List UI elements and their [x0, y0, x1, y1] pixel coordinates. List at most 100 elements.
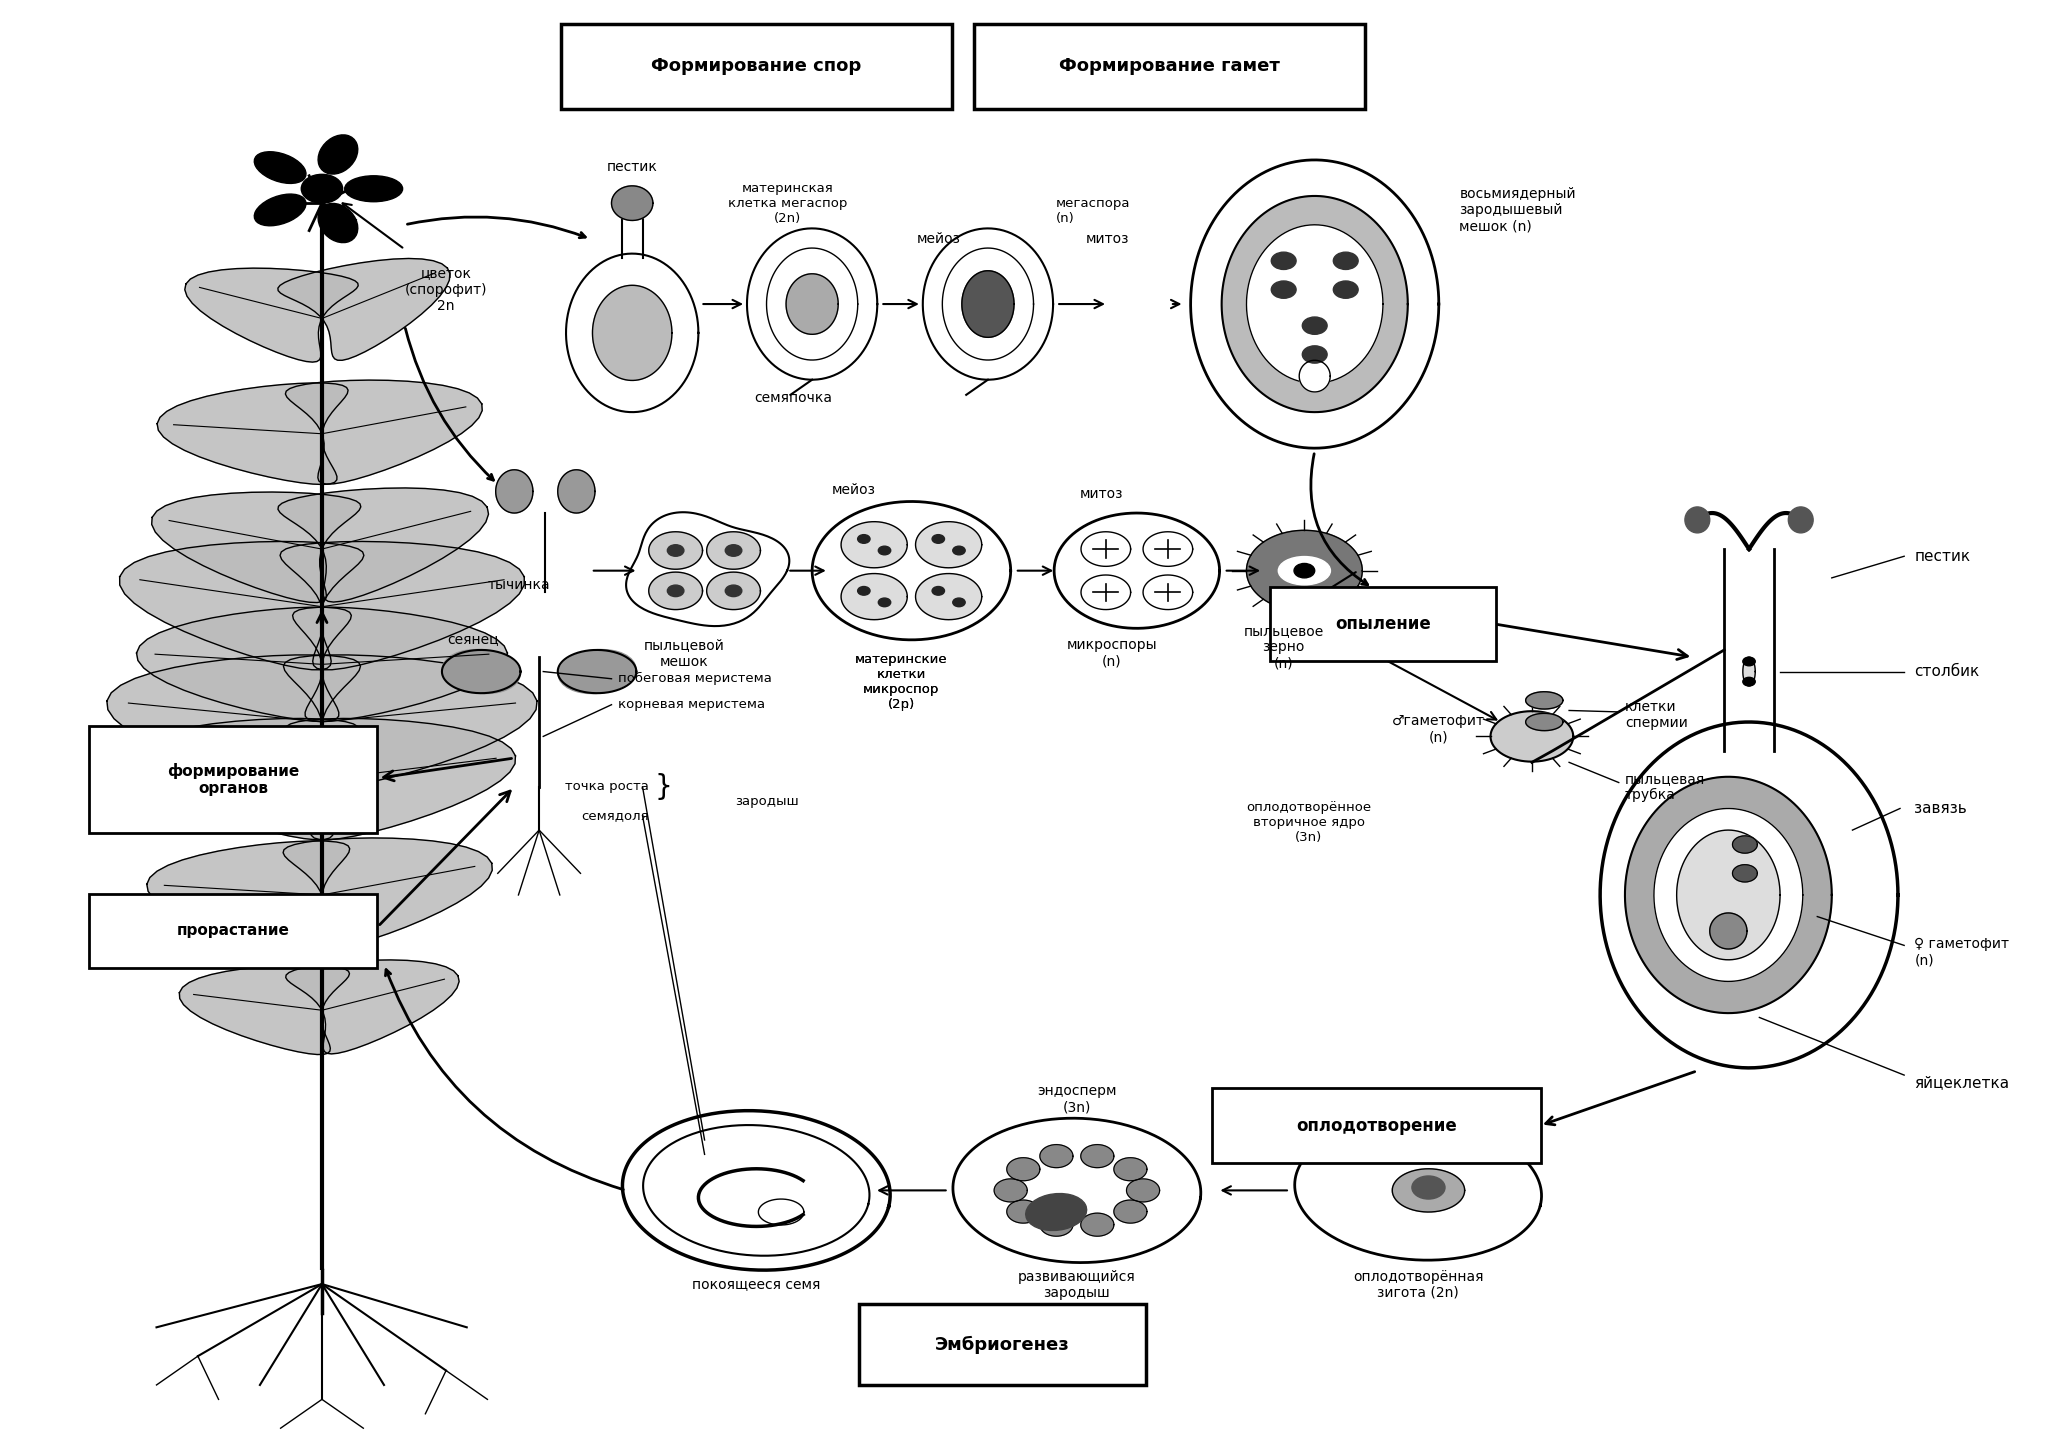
Text: пыльцевой
мешок: пыльцевой мешок [644, 638, 725, 669]
Polygon shape [278, 258, 449, 361]
Text: развивающийся
зародыш: развивающийся зародыш [1019, 1269, 1135, 1300]
Text: сеянец: сеянец [447, 631, 499, 645]
Polygon shape [1678, 830, 1781, 960]
Text: Формирование гамет: Формирование гамет [1060, 58, 1280, 75]
Polygon shape [592, 286, 671, 380]
Polygon shape [953, 1118, 1201, 1262]
Circle shape [1081, 575, 1131, 609]
Circle shape [1081, 1145, 1114, 1168]
Circle shape [1007, 1158, 1040, 1181]
Circle shape [1303, 318, 1328, 335]
FancyBboxPatch shape [1270, 586, 1495, 661]
Polygon shape [128, 719, 360, 840]
Text: материнская
клетка мегаспор
(2n): материнская клетка мегаспор (2n) [727, 182, 847, 225]
FancyBboxPatch shape [89, 894, 377, 969]
Ellipse shape [1789, 507, 1812, 533]
Circle shape [1272, 282, 1296, 299]
Polygon shape [787, 274, 839, 335]
Text: оплодотворённое
вторичное ядро
(3n): оплодотворённое вторичное ядро (3n) [1247, 801, 1371, 845]
Ellipse shape [344, 176, 402, 202]
Text: мейоз: мейоз [830, 484, 876, 497]
Polygon shape [565, 254, 698, 412]
Text: точка роста: точка роста [565, 780, 648, 793]
Polygon shape [1247, 225, 1383, 383]
Polygon shape [157, 383, 348, 485]
Polygon shape [623, 1110, 891, 1271]
Circle shape [648, 572, 702, 609]
Text: ♀ гаметофит
(n): ♀ гаметофит (n) [1914, 937, 2009, 967]
Circle shape [841, 521, 907, 567]
Text: клетки
спермии: клетки спермии [1626, 700, 1688, 729]
Text: мейоз: мейоз [915, 232, 961, 247]
Polygon shape [644, 1125, 870, 1256]
Polygon shape [1191, 160, 1439, 448]
Ellipse shape [1278, 556, 1330, 585]
Circle shape [1247, 530, 1363, 611]
Circle shape [841, 573, 907, 619]
Polygon shape [284, 838, 493, 949]
Circle shape [667, 585, 683, 596]
Ellipse shape [559, 650, 636, 693]
Text: покоящееся семя: покоящееся семя [692, 1276, 820, 1291]
Ellipse shape [255, 193, 307, 225]
Circle shape [857, 534, 870, 543]
Text: оплодотворение: оплодотворение [1296, 1116, 1458, 1135]
Polygon shape [625, 513, 789, 627]
Circle shape [878, 546, 891, 554]
Circle shape [1744, 657, 1756, 666]
Text: микроспоры
(n): микроспоры (n) [1067, 638, 1158, 669]
Polygon shape [1294, 1121, 1541, 1261]
Text: цветок
(спорофит)
2n: цветок (спорофит) 2n [404, 267, 487, 313]
Circle shape [1007, 1200, 1040, 1223]
Polygon shape [280, 542, 524, 670]
Text: Эмбриогенез: Эмбриогенез [934, 1336, 1071, 1353]
Circle shape [1081, 1213, 1114, 1236]
FancyBboxPatch shape [89, 726, 377, 833]
Circle shape [1334, 282, 1359, 299]
Circle shape [857, 586, 870, 595]
Circle shape [300, 175, 342, 204]
Text: оплодотворённая
зигота (2n): оплодотворённая зигота (2n) [1352, 1269, 1483, 1300]
Polygon shape [611, 186, 652, 221]
Circle shape [1744, 677, 1756, 686]
Circle shape [953, 546, 965, 554]
Circle shape [1303, 347, 1328, 362]
Ellipse shape [495, 469, 532, 513]
Polygon shape [284, 719, 516, 840]
Polygon shape [1725, 549, 1775, 736]
Text: материнские
клетки
микроспор
(2n): материнские клетки микроспор (2n) [855, 653, 946, 710]
Polygon shape [120, 542, 364, 670]
Ellipse shape [319, 204, 358, 243]
Circle shape [915, 573, 982, 619]
Circle shape [932, 586, 944, 595]
Ellipse shape [1686, 507, 1711, 533]
Polygon shape [286, 960, 460, 1054]
Polygon shape [1601, 722, 1897, 1069]
Ellipse shape [1392, 1168, 1464, 1212]
Circle shape [812, 501, 1011, 640]
Circle shape [1143, 575, 1193, 609]
Circle shape [1040, 1145, 1073, 1168]
Circle shape [725, 585, 741, 596]
FancyBboxPatch shape [561, 23, 953, 108]
Polygon shape [108, 656, 360, 788]
Circle shape [1733, 865, 1758, 882]
Text: митоз: митоз [1085, 232, 1129, 247]
Circle shape [1272, 253, 1296, 270]
Text: прорастание: прорастание [176, 924, 290, 939]
Circle shape [1127, 1178, 1160, 1201]
Circle shape [1143, 531, 1193, 566]
Circle shape [1114, 1200, 1147, 1223]
Text: яйцеклетка: яйцеклетка [1914, 1074, 2009, 1090]
Circle shape [1054, 513, 1220, 628]
Text: тычинка: тычинка [487, 578, 549, 592]
Text: семядоля: семядоля [582, 809, 648, 822]
Text: зародыш: зародыш [735, 794, 799, 807]
Text: мегаспора
(n): мегаспора (n) [1056, 196, 1131, 225]
Circle shape [725, 544, 741, 556]
Circle shape [1733, 836, 1758, 853]
Polygon shape [621, 204, 642, 261]
Ellipse shape [758, 1199, 804, 1225]
Polygon shape [1655, 809, 1804, 982]
Circle shape [648, 531, 702, 569]
